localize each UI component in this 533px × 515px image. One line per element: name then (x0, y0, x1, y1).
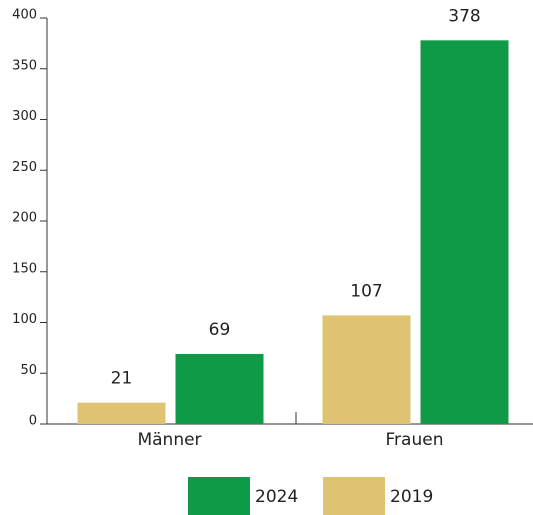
bar (322, 315, 411, 424)
value-label: 107 (350, 281, 382, 301)
y-tick-label: 0 (29, 414, 37, 429)
y-tick-label: 100 (12, 312, 37, 327)
legend-swatch (323, 477, 385, 515)
legend-swatch (188, 477, 250, 515)
value-label: 69 (209, 320, 231, 340)
y-tick-label: 350 (12, 58, 37, 73)
bar (420, 40, 509, 424)
legend-label: 2024 (255, 487, 298, 507)
y-tick-label: 50 (20, 363, 37, 378)
bar (77, 402, 166, 424)
value-label: 378 (448, 6, 480, 26)
y-tick-label: 250 (12, 160, 37, 175)
x-tick-label: Männer (137, 430, 201, 450)
bar (175, 353, 264, 424)
y-tick-label: 300 (12, 109, 37, 124)
y-tick-label: 150 (12, 261, 37, 276)
y-tick-label: 400 (12, 8, 37, 23)
legend-label: 2019 (390, 487, 433, 507)
y-tick-label: 200 (12, 211, 37, 226)
x-tick-label: Frauen (386, 430, 444, 450)
value-label: 21 (111, 369, 133, 389)
